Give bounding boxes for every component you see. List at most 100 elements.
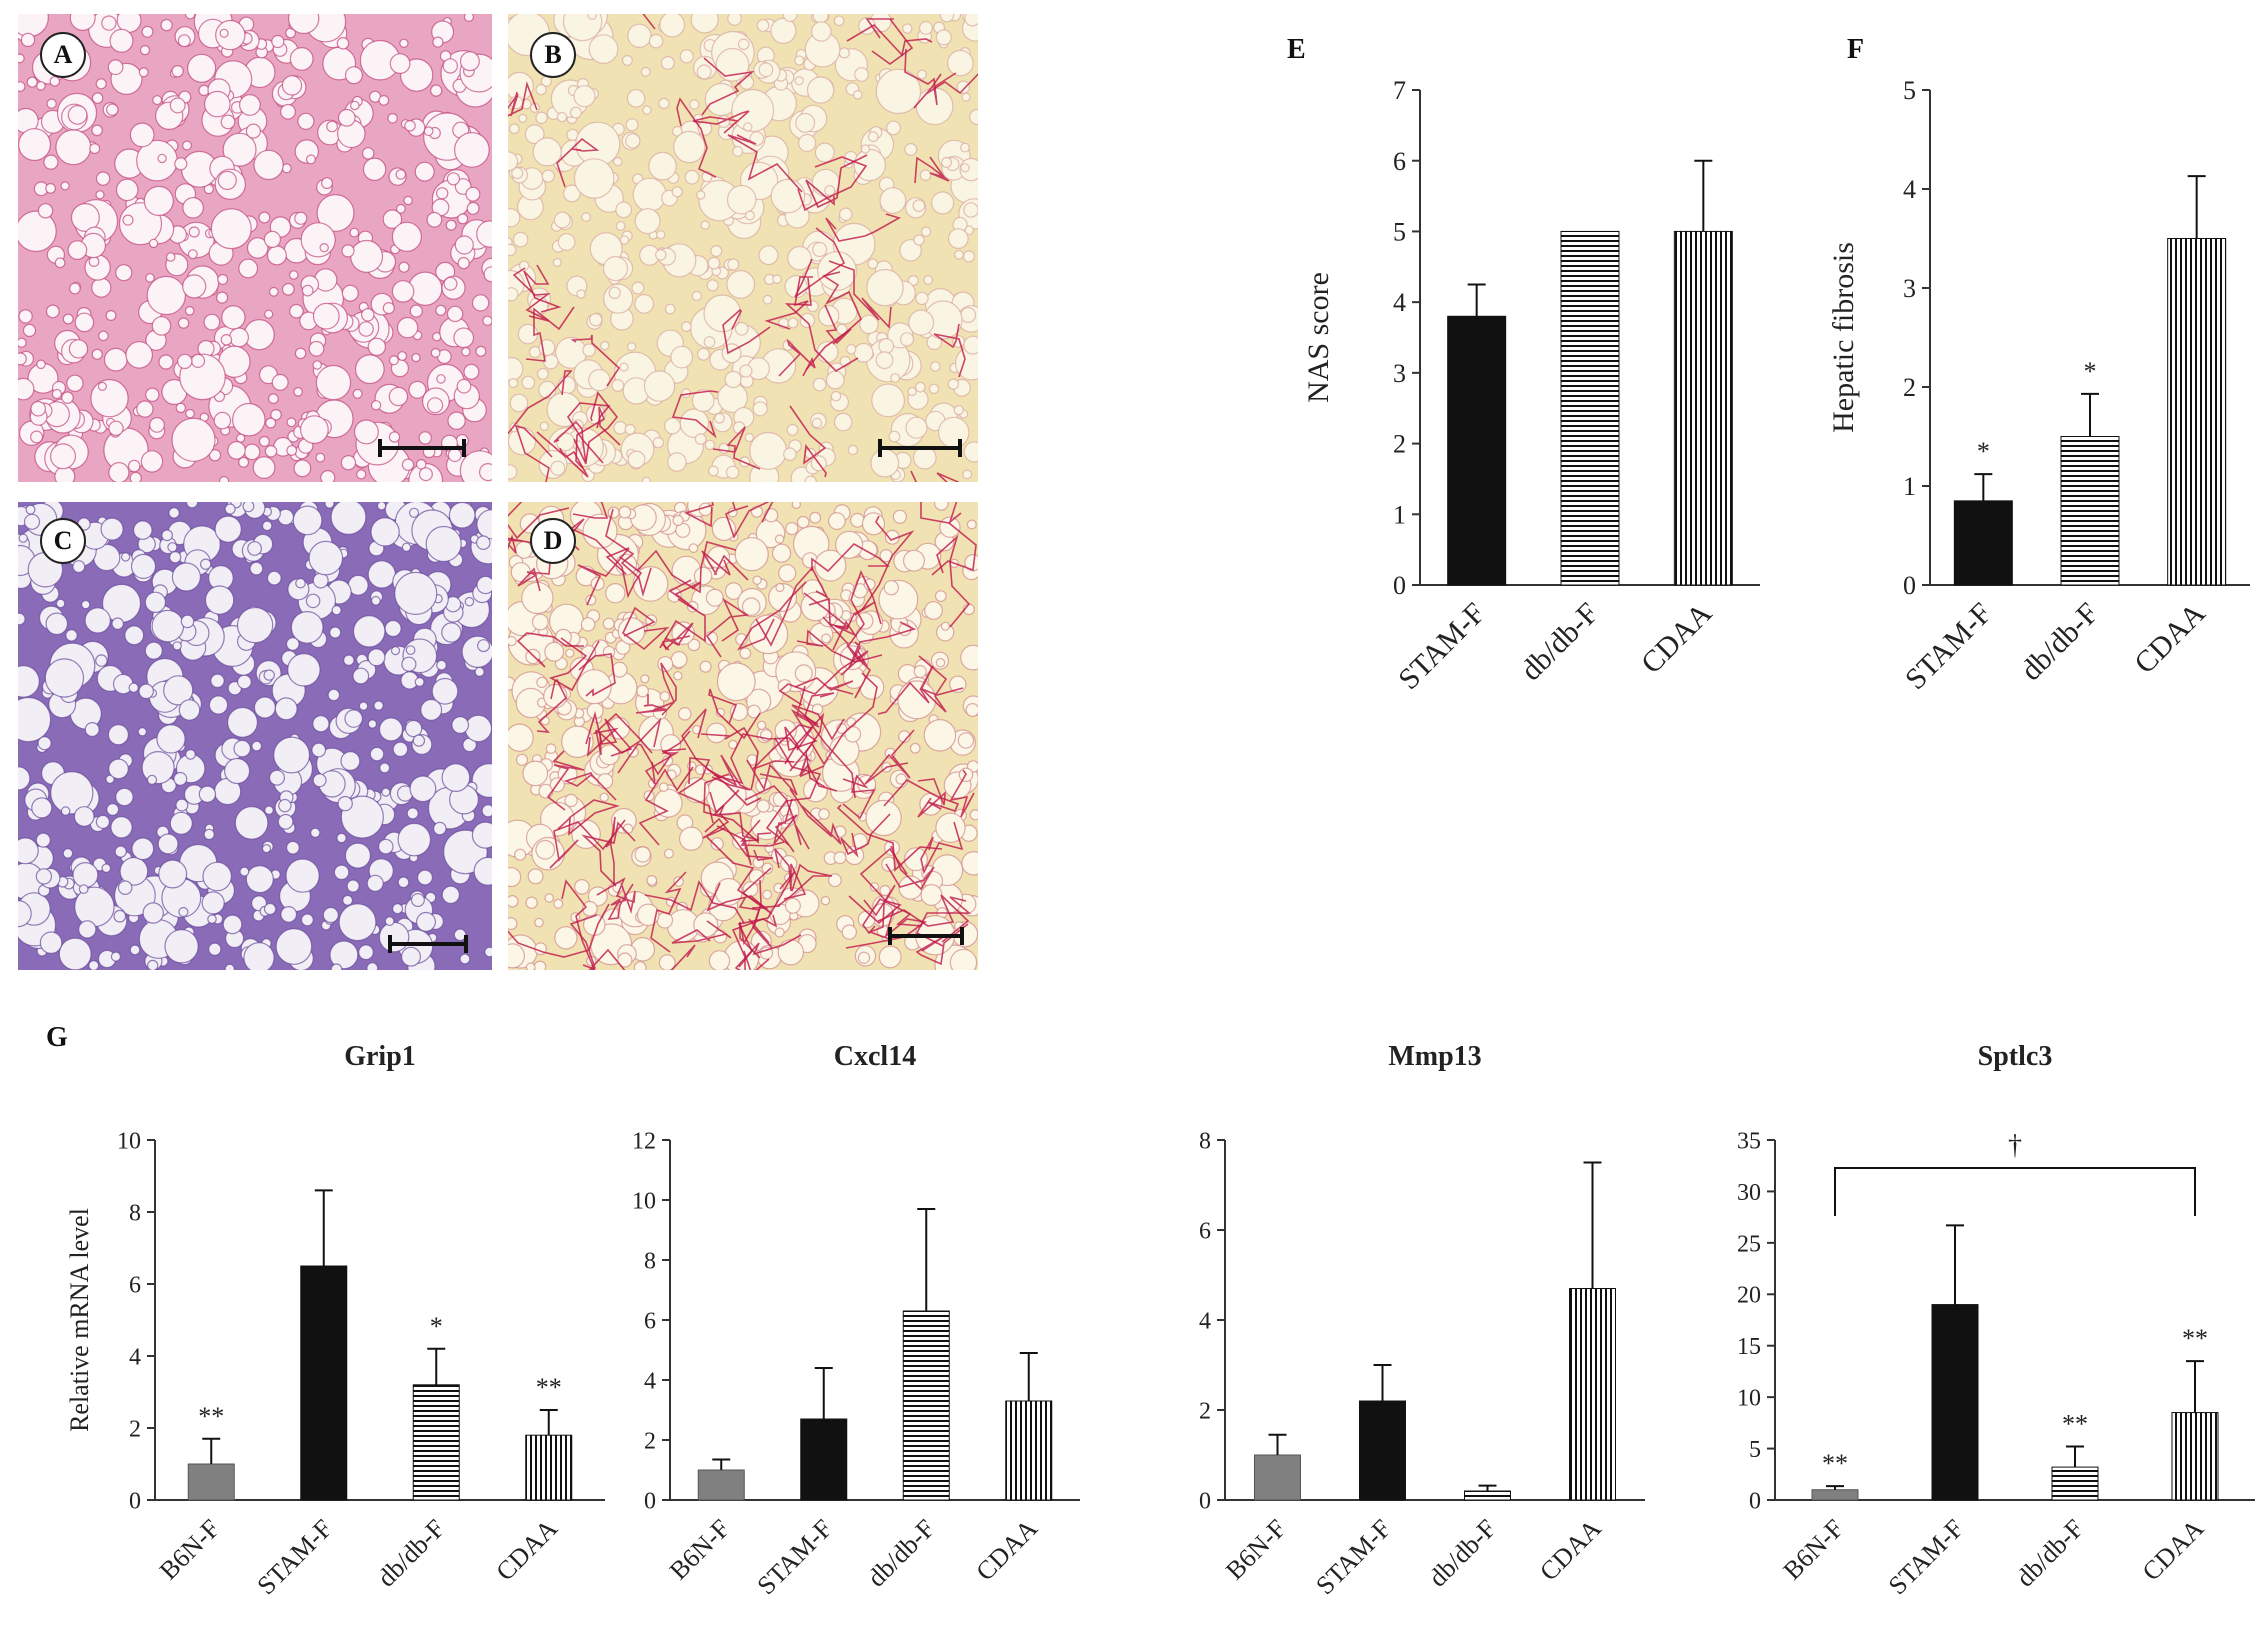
y-tick-label: 4	[1393, 288, 1406, 317]
y-tick-label: 15	[1737, 1334, 1761, 1360]
y-tick-label: 10	[117, 1128, 141, 1154]
significance-marker: **	[1822, 1449, 1848, 1478]
scale-bar-a	[378, 439, 466, 457]
bar	[1560, 230, 1620, 586]
y-tick-label: 0	[644, 1488, 656, 1514]
micrograph-c: C	[18, 502, 492, 970]
panel-label-e: E	[1287, 34, 1306, 65]
chart-title: Cxcl14	[834, 1041, 916, 1072]
y-tick-label: 5	[1903, 76, 1916, 105]
bar	[1931, 1304, 1979, 1501]
y-tick-label: 2	[1199, 1398, 1211, 1424]
bar	[412, 1384, 460, 1501]
y-tick-label: 4	[1903, 175, 1916, 204]
y-axis-label: NAS score	[1302, 272, 1335, 403]
bar	[525, 1434, 573, 1501]
chart-title: Grip1	[344, 1041, 416, 1072]
chart-cxcl14: Cxcl14 0 2 4 6 8 10 12 B6N-F STAM-F db/db-F CDAA	[632, 1041, 1080, 1600]
significance-marker: *	[1977, 437, 1990, 466]
category-label: CDAA	[2128, 596, 2212, 680]
bar	[902, 1310, 950, 1501]
y-tick-label: 4	[1199, 1308, 1211, 1334]
category-label: db/db-F	[2014, 597, 2105, 688]
y-tick-label: 5	[1749, 1437, 1761, 1463]
y-tick-label: 12	[632, 1128, 656, 1154]
significance-marker: **	[536, 1373, 562, 1402]
y-tick-label: 30	[1737, 1180, 1761, 1206]
bar	[800, 1418, 848, 1501]
y-tick-label: 6	[1393, 147, 1406, 176]
bar	[187, 1463, 235, 1501]
bar	[1811, 1489, 1859, 1501]
category-label: db/db-F	[862, 1514, 941, 1593]
y-tick-label: 0	[1199, 1488, 1211, 1514]
y-axis-label: Hepatic fibrosis	[1827, 242, 1860, 433]
bar	[2171, 1412, 2219, 1501]
panel-letter-d: D	[530, 518, 576, 564]
bar	[1359, 1400, 1406, 1501]
y-tick-label: 0	[1393, 571, 1406, 600]
panel-label-g: G	[46, 1022, 68, 1053]
y-tick-label: 8	[129, 1200, 141, 1226]
category-label: CDAA	[2137, 1514, 2210, 1587]
y-axis-label: Relative mRNA level	[65, 1208, 94, 1432]
y-tick-label: 4	[129, 1344, 141, 1370]
y-tick-label: 0	[1749, 1488, 1761, 1514]
category-label: CDAA	[490, 1514, 563, 1587]
y-tick-label: 35	[1737, 1128, 1761, 1154]
category-label: CDAA	[1635, 596, 1719, 680]
y-tick-label: 5	[1393, 218, 1406, 247]
bar	[1254, 1454, 1301, 1501]
chart-grip1: Grip1 Relative mRNA level 0 2 4 6 8 10 ** B6N-F ST…	[65, 1041, 605, 1600]
panel-label-f: F	[1847, 34, 1865, 65]
category-label: CDAA	[1534, 1514, 1607, 1587]
y-tick-label: 2	[1903, 373, 1916, 402]
bar	[300, 1265, 348, 1501]
chart-title: Sptlc3	[1978, 1041, 2053, 1072]
scale-bar-d	[888, 927, 964, 945]
category-label: STAM-F	[1392, 597, 1491, 696]
bracket-label: †	[2008, 1130, 2022, 1161]
significance-marker: *	[2084, 357, 2097, 386]
y-tick-label: 6	[129, 1272, 141, 1298]
y-tick-label: 2	[644, 1428, 656, 1454]
bar	[697, 1469, 745, 1501]
micrograph-a: A	[18, 14, 492, 482]
micrograph-b: B	[508, 14, 978, 482]
bar	[1953, 500, 2013, 586]
y-tick-label: 6	[644, 1308, 656, 1334]
category-label: db/db-F	[1423, 1514, 1502, 1593]
chart-title: Mmp13	[1388, 1041, 1481, 1072]
scale-bar-c	[388, 935, 468, 953]
category-label: STAM-F	[1899, 597, 1998, 696]
category-label: STAM-F	[1310, 1514, 1396, 1600]
category-label: db/db-F	[372, 1514, 451, 1593]
bar	[2167, 238, 2227, 586]
y-tick-label: 8	[1199, 1128, 1211, 1154]
significance-marker: **	[198, 1402, 224, 1431]
y-tick-label: 0	[1903, 571, 1916, 600]
panel-letter-a: A	[40, 32, 86, 78]
micrograph-d: D	[508, 502, 978, 970]
y-tick-label: 1	[1393, 500, 1406, 529]
y-tick-label: 1	[1903, 472, 1916, 501]
category-label: B6N-F	[1778, 1514, 1850, 1586]
category-label: B6N-F	[154, 1514, 226, 1586]
significance-marker: **	[2182, 1324, 2208, 1353]
bar	[1464, 1490, 1511, 1501]
bar	[2060, 436, 2120, 586]
chart-sptlc3: Sptlc3 0 5 10 15 20 25 30 35 ** B6N-F STAM-F ** db/db…	[1737, 1041, 2255, 1600]
y-tick-label: 6	[1199, 1218, 1211, 1244]
category-label: B6N-F	[664, 1514, 736, 1586]
y-tick-label: 3	[1903, 274, 1916, 303]
bar	[1673, 230, 1733, 586]
category-label: CDAA	[970, 1514, 1043, 1587]
y-tick-label: 10	[632, 1188, 656, 1214]
bar	[1569, 1288, 1616, 1501]
category-label: STAM-F	[252, 1514, 338, 1600]
significance-bracket	[1834, 1167, 2196, 1216]
category-label: STAM-F	[1883, 1514, 1969, 1600]
significance-marker: *	[430, 1312, 443, 1341]
category-label: STAM-F	[752, 1514, 838, 1600]
y-tick-label: 8	[644, 1248, 656, 1274]
